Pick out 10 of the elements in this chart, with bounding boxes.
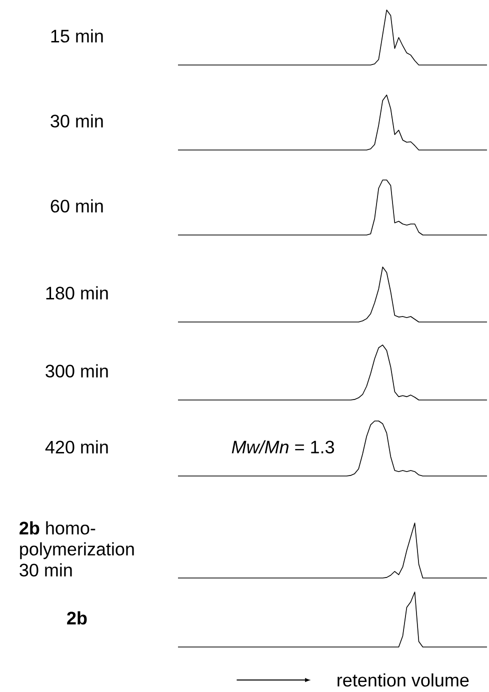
text: 15 min (51, 29, 103, 42)
text: 2b homo-polymerization 30 min (20, 521, 134, 577)
text: 300 min (46, 364, 108, 378)
annotation: Mw/Mn = 1.3 (232, 440, 334, 454)
text: 420 min (45, 440, 108, 454)
text: 60 min (50, 199, 103, 212)
text: 2b (67, 611, 87, 625)
text: 30 min (50, 114, 103, 128)
text: 180 min (46, 286, 108, 300)
x-axis-title: retention volume (338, 673, 469, 687)
